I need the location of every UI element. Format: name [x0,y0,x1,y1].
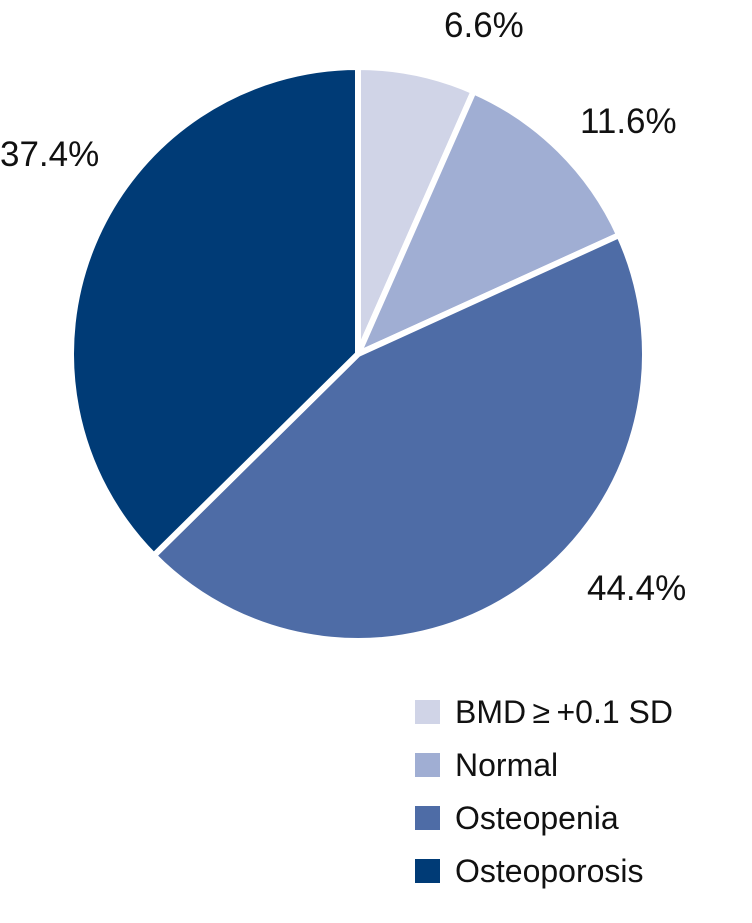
slice-percent-label-bmd: 6.6% [444,6,524,45]
legend-label-osteoporosis: Osteoporosis [455,853,644,889]
legend-label-osteopenia: Osteopenia [455,800,619,836]
pie-slice-2 [149,231,648,644]
legend-swatch-osteopenia [415,806,440,830]
legend-item-osteoporosis: Osteoporosis [415,855,673,887]
legend-item-bmd: BMD ≥ +0.1 SD [415,696,673,728]
slice-percent-label-osteoporosis: 37.4% [0,135,100,174]
slice-percent-label-normal: 11.6% [580,102,677,141]
legend-swatch-bmd [415,700,440,724]
legend-item-normal: Normal [415,749,673,781]
pie-slice-1 [352,87,624,360]
slice-percent-label-osteopenia: 44.4% [587,569,687,608]
legend-item-osteopenia: Osteopenia [415,802,673,834]
legend: BMD ≥ +0.1 SD Normal Osteopenia Osteopor… [415,696,673,912]
legend-label-bmd: BMD ≥ +0.1 SD [455,694,673,730]
pie-slice-3 [68,63,361,560]
legend-label-normal: Normal [455,747,559,783]
legend-swatch-osteoporosis [415,859,440,883]
legend-swatch-normal [415,753,440,777]
pie-chart [68,63,648,644]
